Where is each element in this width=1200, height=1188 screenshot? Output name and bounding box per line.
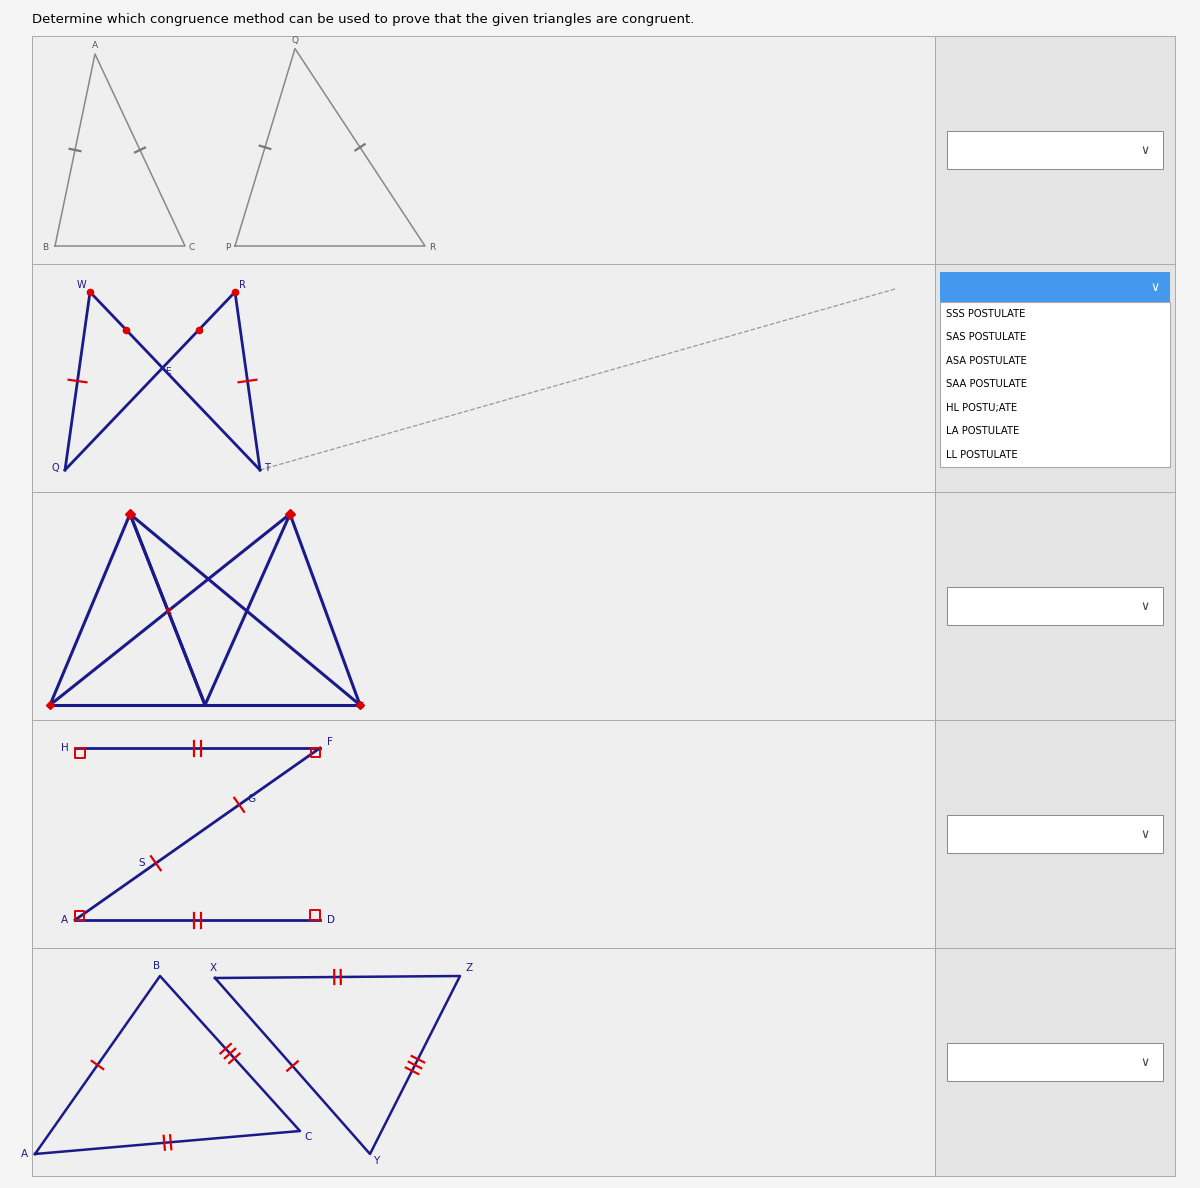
Text: ∨: ∨ [1151,280,1159,293]
Text: W: W [77,280,86,290]
Text: B: B [42,244,48,252]
Text: A: A [61,915,68,925]
Text: LA POSTULATE: LA POSTULATE [946,426,1019,436]
Text: Q: Q [292,36,299,45]
Text: A: A [92,42,98,50]
Text: P: P [226,244,230,252]
Text: R: R [239,280,246,290]
Text: SAS POSTULATE: SAS POSTULATE [946,333,1026,342]
Text: Q: Q [50,463,59,473]
Text: B: B [154,961,161,971]
Text: S: S [139,858,145,868]
Bar [947,131,1163,169]
Text: F: F [326,737,332,747]
Text: x: x [356,700,364,710]
Text: Y: Y [373,1156,379,1165]
Text: H: H [61,742,68,753]
Text: ∨: ∨ [1140,144,1150,157]
Bar [940,272,1170,302]
Text: ∨: ∨ [1140,600,1150,613]
Text: Determine which congruence method can be used to prove that the given triangles : Determine which congruence method can be… [32,13,695,26]
Text: ASA POSTULATE: ASA POSTULATE [946,355,1027,366]
Bar [32,36,935,1176]
Text: C: C [304,1132,311,1142]
Text: C: C [188,244,196,252]
Text: SAA POSTULATE: SAA POSTULATE [946,379,1027,390]
Bar [940,302,1170,467]
Text: R: R [428,244,436,252]
Text: A: A [20,1149,28,1159]
Text: x: x [164,606,172,617]
Text: LL POSTULATE: LL POSTULATE [946,450,1018,460]
Text: Z: Z [466,963,473,973]
Text: D: D [326,915,335,925]
Text: X: X [210,963,216,973]
Text: ∨: ∨ [1140,828,1150,840]
Text: E: E [166,367,172,375]
Text: T: T [264,463,270,473]
Text: SSS POSTULATE: SSS POSTULATE [946,309,1025,318]
Bar [947,815,1163,853]
Text: HL POSTU;ATE: HL POSTU;ATE [946,403,1018,412]
Bar [947,587,1163,625]
Text: G: G [247,794,256,804]
Bar [947,1043,1163,1081]
Bar [935,36,1175,1176]
Text: ∨: ∨ [1140,1055,1150,1068]
